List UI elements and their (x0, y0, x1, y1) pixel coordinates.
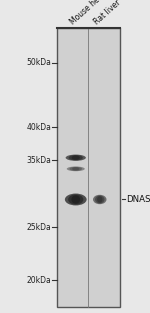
Ellipse shape (71, 195, 80, 204)
Text: 35kDa: 35kDa (26, 156, 51, 165)
Text: 25kDa: 25kDa (26, 223, 51, 232)
Text: 20kDa: 20kDa (26, 276, 51, 285)
Text: Rat liver: Rat liver (92, 0, 122, 27)
Ellipse shape (66, 155, 86, 161)
Ellipse shape (97, 196, 102, 203)
Ellipse shape (72, 156, 80, 160)
Ellipse shape (68, 194, 83, 205)
Text: DNASE1: DNASE1 (126, 195, 150, 204)
Bar (57, 28, 120, 307)
Ellipse shape (95, 196, 104, 203)
Ellipse shape (67, 167, 85, 171)
Text: 50kDa: 50kDa (26, 59, 51, 68)
Ellipse shape (69, 155, 83, 160)
Ellipse shape (65, 193, 87, 205)
Ellipse shape (93, 195, 106, 204)
Text: Mouse heart: Mouse heart (68, 0, 110, 27)
Ellipse shape (69, 167, 82, 171)
Ellipse shape (72, 167, 79, 171)
Text: 40kDa: 40kDa (26, 123, 51, 131)
